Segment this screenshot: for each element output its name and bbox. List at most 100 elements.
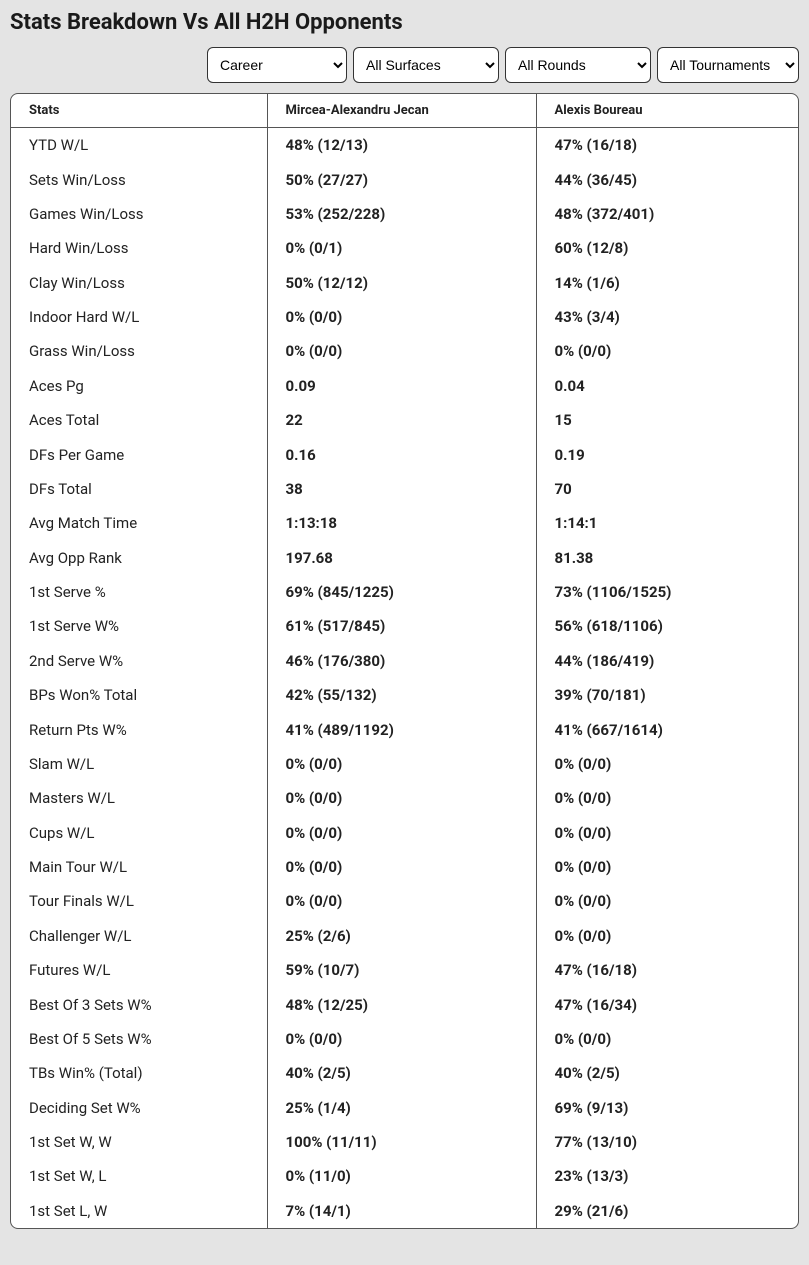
stat-value-player1: 0% (0/0) <box>267 300 536 334</box>
stat-label: Indoor Hard W/L <box>11 300 267 334</box>
stat-value-player1: 0% (0/1) <box>267 231 536 265</box>
stat-value-player1: 100% (11/11) <box>267 1125 536 1159</box>
stat-value-player1: 7% (14/1) <box>267 1194 536 1228</box>
stat-value-player2: 29% (21/6) <box>536 1194 798 1228</box>
stat-value-player2: 0.19 <box>536 437 798 471</box>
stat-value-player2: 44% (36/45) <box>536 162 798 196</box>
stat-label: 1st Set L, W <box>11 1194 267 1228</box>
stats-table: Stats Mircea-Alexandru Jecan Alexis Bour… <box>11 94 798 1228</box>
stat-label: 1st Set W, L <box>11 1159 267 1193</box>
page-title: Stats Breakdown Vs All H2H Opponents <box>10 10 799 35</box>
stat-label: Grass Win/Loss <box>11 334 267 368</box>
stat-value-player1: 0% (0/0) <box>267 781 536 815</box>
table-row: Games Win/Loss53% (252/228)48% (372/401) <box>11 197 798 231</box>
stat-value-player2: 70 <box>536 472 798 506</box>
table-row: Masters W/L0% (0/0)0% (0/0) <box>11 781 798 815</box>
table-row: Deciding Set W%25% (1/4)69% (9/13) <box>11 1091 798 1125</box>
table-row: YTD W/L48% (12/13)47% (16/18) <box>11 128 798 163</box>
table-row: Hard Win/Loss0% (0/1)60% (12/8) <box>11 231 798 265</box>
stat-value-player1: 0.09 <box>267 369 536 403</box>
stat-value-player1: 197.68 <box>267 541 536 575</box>
stat-value-player1: 25% (1/4) <box>267 1091 536 1125</box>
stat-value-player1: 25% (2/6) <box>267 919 536 953</box>
table-row: Aces Pg0.090.04 <box>11 369 798 403</box>
stat-value-player1: 50% (12/12) <box>267 266 536 300</box>
stat-label: Sets Win/Loss <box>11 162 267 196</box>
stat-value-player2: 41% (667/1614) <box>536 712 798 746</box>
stat-value-player1: 1:13:18 <box>267 506 536 540</box>
stat-value-player1: 0% (0/0) <box>267 334 536 368</box>
filter-surface[interactable]: All Surfaces <box>353 47 499 83</box>
stat-value-player1: 40% (2/5) <box>267 1056 536 1090</box>
table-row: Avg Opp Rank197.6881.38 <box>11 541 798 575</box>
stats-table-container: Stats Mircea-Alexandru Jecan Alexis Bour… <box>10 93 799 1229</box>
stat-label: Best Of 5 Sets W% <box>11 1022 267 1056</box>
stat-value-player2: 47% (16/18) <box>536 128 798 163</box>
stat-label: YTD W/L <box>11 128 267 163</box>
stat-value-player2: 39% (70/181) <box>536 678 798 712</box>
stat-value-player2: 81.38 <box>536 541 798 575</box>
stat-label: Games Win/Loss <box>11 197 267 231</box>
stat-label: Slam W/L <box>11 747 267 781</box>
stat-value-player2: 0% (0/0) <box>536 816 798 850</box>
stat-value-player1: 22 <box>267 403 536 437</box>
stat-value-player1: 42% (55/132) <box>267 678 536 712</box>
stat-value-player2: 0% (0/0) <box>536 334 798 368</box>
stat-value-player2: 0% (0/0) <box>536 781 798 815</box>
stat-value-player1: 0% (0/0) <box>267 747 536 781</box>
table-row: Challenger W/L25% (2/6)0% (0/0) <box>11 919 798 953</box>
stat-value-player2: 60% (12/8) <box>536 231 798 265</box>
col-header-player1: Mircea-Alexandru Jecan <box>267 94 536 128</box>
stat-value-player1: 38 <box>267 472 536 506</box>
table-row: TBs Win% (Total)40% (2/5)40% (2/5) <box>11 1056 798 1090</box>
stat-label: 2nd Serve W% <box>11 644 267 678</box>
stat-value-player2: 23% (13/3) <box>536 1159 798 1193</box>
table-row: Best Of 5 Sets W%0% (0/0)0% (0/0) <box>11 1022 798 1056</box>
table-row: Aces Total2215 <box>11 403 798 437</box>
table-row: DFs Per Game0.160.19 <box>11 437 798 471</box>
stat-value-player2: 0% (0/0) <box>536 884 798 918</box>
stat-label: Clay Win/Loss <box>11 266 267 300</box>
filter-round[interactable]: All Rounds <box>505 47 651 83</box>
filter-bar: Career All Surfaces All Rounds All Tourn… <box>10 47 799 83</box>
table-row: 1st Serve %69% (845/1225)73% (1106/1525) <box>11 575 798 609</box>
stat-value-player2: 15 <box>536 403 798 437</box>
stat-value-player1: 50% (27/27) <box>267 162 536 196</box>
stat-label: Avg Opp Rank <box>11 541 267 575</box>
table-row: 1st Set W, W100% (11/11)77% (13/10) <box>11 1125 798 1159</box>
stat-value-player1: 0.16 <box>267 437 536 471</box>
stat-value-player1: 0% (0/0) <box>267 816 536 850</box>
stat-value-player1: 0% (0/0) <box>267 884 536 918</box>
table-row: Slam W/L0% (0/0)0% (0/0) <box>11 747 798 781</box>
stat-value-player2: 0% (0/0) <box>536 850 798 884</box>
table-row: Clay Win/Loss50% (12/12)14% (1/6) <box>11 266 798 300</box>
stat-value-player2: 0% (0/0) <box>536 919 798 953</box>
filter-career[interactable]: Career <box>207 47 347 83</box>
filter-tournament[interactable]: All Tournaments <box>657 47 799 83</box>
stat-value-player2: 69% (9/13) <box>536 1091 798 1125</box>
stat-value-player2: 44% (186/419) <box>536 644 798 678</box>
stat-label: Avg Match Time <box>11 506 267 540</box>
stat-value-player1: 59% (10/7) <box>267 953 536 987</box>
stat-value-player2: 40% (2/5) <box>536 1056 798 1090</box>
stat-value-player1: 0% (0/0) <box>267 850 536 884</box>
stat-value-player1: 48% (12/13) <box>267 128 536 163</box>
stat-value-player2: 0.04 <box>536 369 798 403</box>
stat-label: Futures W/L <box>11 953 267 987</box>
table-row: Best Of 3 Sets W%48% (12/25)47% (16/34) <box>11 987 798 1021</box>
stat-value-player1: 61% (517/845) <box>267 609 536 643</box>
table-row: Tour Finals W/L0% (0/0)0% (0/0) <box>11 884 798 918</box>
stat-label: DFs Total <box>11 472 267 506</box>
col-header-stats: Stats <box>11 94 267 128</box>
stat-label: Masters W/L <box>11 781 267 815</box>
table-row: 1st Serve W%61% (517/845)56% (618/1106) <box>11 609 798 643</box>
stat-value-player2: 56% (618/1106) <box>536 609 798 643</box>
stat-label: 1st Serve % <box>11 575 267 609</box>
stat-label: Challenger W/L <box>11 919 267 953</box>
stat-value-player2: 1:14:1 <box>536 506 798 540</box>
stat-label: Tour Finals W/L <box>11 884 267 918</box>
stat-value-player2: 77% (13/10) <box>536 1125 798 1159</box>
stat-value-player2: 0% (0/0) <box>536 1022 798 1056</box>
stat-value-player2: 0% (0/0) <box>536 747 798 781</box>
stat-label: Aces Total <box>11 403 267 437</box>
